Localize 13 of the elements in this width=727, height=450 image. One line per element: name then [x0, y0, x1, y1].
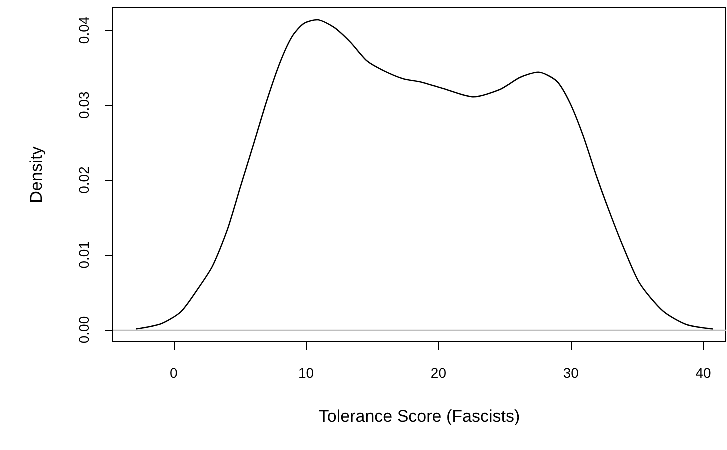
y-tick-label: 0.02: [76, 166, 92, 194]
y-axis-title: Density: [27, 146, 46, 204]
x-tick-label: 40: [696, 365, 712, 381]
y-tick-label: 0.04: [76, 16, 92, 44]
x-tick-label: 10: [298, 365, 314, 381]
x-axis-title: Tolerance Score (Fascists): [318, 407, 520, 426]
y-tick-label: 0.00: [76, 316, 92, 344]
line-series: [136, 19, 714, 330]
x-tick-label: 20: [430, 365, 447, 381]
y-tick-label: 0.01: [76, 241, 92, 269]
x-tick-label: 0: [170, 365, 178, 381]
y-tick-label: 0.03: [76, 92, 92, 119]
x-tick-label: 30: [563, 365, 580, 381]
